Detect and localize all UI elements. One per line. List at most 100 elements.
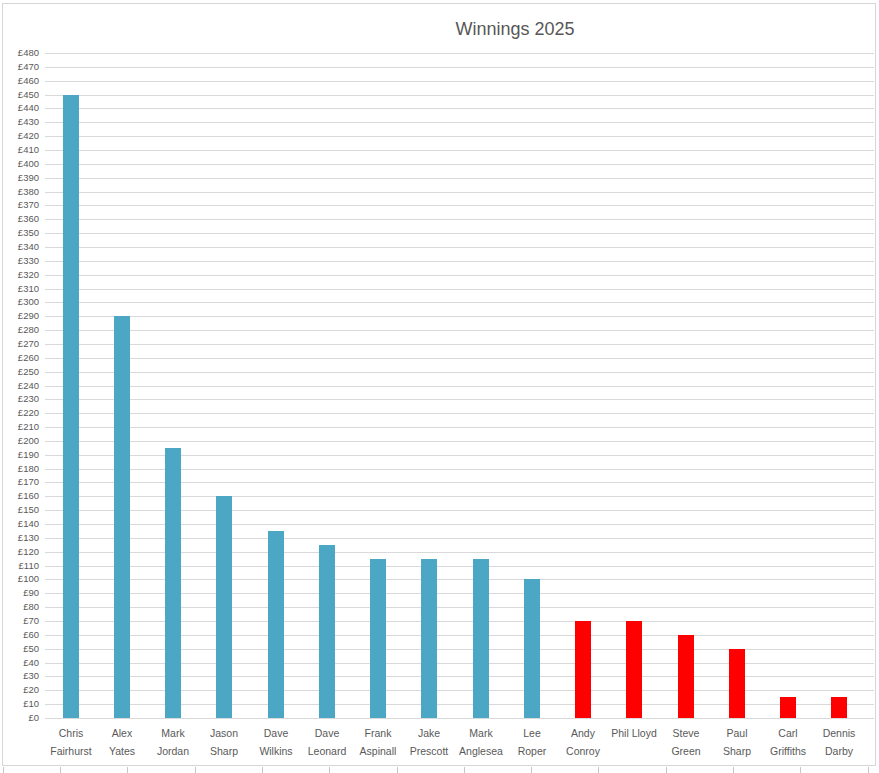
bar-steve-green[interactable] xyxy=(678,635,694,718)
y-tick-label: £20 xyxy=(3,684,39,696)
y-tick-label: £410 xyxy=(3,144,39,156)
bar-jake-prescott[interactable] xyxy=(421,559,437,718)
worksheet-column-tick xyxy=(800,767,801,773)
y-tick-label: £80 xyxy=(3,601,39,613)
y-tick-label: £190 xyxy=(3,449,39,461)
y-tick-label: £120 xyxy=(3,546,39,558)
bar-paul-sharp[interactable] xyxy=(729,649,745,718)
x-axis-label: Jason Sharp xyxy=(194,725,254,760)
y-tick-label: £290 xyxy=(3,310,39,322)
y-tick-label: £230 xyxy=(3,393,39,405)
gridline xyxy=(45,330,874,331)
worksheet-column-tick xyxy=(3,767,4,773)
bar-mark-anglesea[interactable] xyxy=(473,559,489,718)
bar-lee-roper[interactable] xyxy=(524,579,540,718)
gridline xyxy=(45,372,874,373)
y-tick-label: £310 xyxy=(3,283,39,295)
bar-dennis-darby[interactable] xyxy=(831,697,847,718)
y-tick-label: £100 xyxy=(3,573,39,585)
y-tick-label: £460 xyxy=(3,75,39,87)
gridline xyxy=(45,136,874,137)
gridline xyxy=(45,316,874,317)
y-tick-label: £150 xyxy=(3,504,39,516)
y-tick-label: £60 xyxy=(3,629,39,641)
gridline xyxy=(45,150,874,151)
winnings-chart[interactable]: Winnings 2025 £0£10£20£30£40£50£60£70£80… xyxy=(2,3,876,766)
gridline xyxy=(45,178,874,179)
y-tick-label: £220 xyxy=(3,407,39,419)
y-tick-label: £330 xyxy=(3,255,39,267)
bar-carl-griffiths[interactable] xyxy=(780,697,796,718)
y-tick-label: £260 xyxy=(3,352,39,364)
y-tick-label: £40 xyxy=(3,657,39,669)
y-tick-label: £430 xyxy=(3,116,39,128)
y-tick-label: £10 xyxy=(3,698,39,710)
gridline xyxy=(45,386,874,387)
gridline xyxy=(45,413,874,414)
y-tick-label: £320 xyxy=(3,269,39,281)
gridline xyxy=(45,718,874,719)
gridline xyxy=(45,275,874,276)
bar-jason-sharp[interactable] xyxy=(216,496,232,718)
y-tick-label: £160 xyxy=(3,490,39,502)
y-tick-label: £240 xyxy=(3,380,39,392)
gridline xyxy=(45,192,874,193)
y-tick-label: £300 xyxy=(3,296,39,308)
worksheet-column-tick xyxy=(598,767,599,773)
y-tick-label: £450 xyxy=(3,89,39,101)
bar-phil-lloyd[interactable] xyxy=(626,621,642,718)
gridline xyxy=(45,441,874,442)
y-tick-label: £470 xyxy=(3,61,39,73)
bar-dave-leonard[interactable] xyxy=(319,545,335,718)
y-tick-label: £170 xyxy=(3,476,39,488)
worksheet-column-tick xyxy=(127,767,128,773)
gridline xyxy=(45,122,874,123)
worksheet-column-tick xyxy=(262,767,263,773)
gridline xyxy=(45,399,874,400)
gridline xyxy=(45,233,874,234)
bar-mark-jordan[interactable] xyxy=(165,448,181,718)
y-tick-label: £130 xyxy=(3,532,39,544)
bar-chris-fairhurst[interactable] xyxy=(63,95,79,718)
y-tick-label: £30 xyxy=(3,670,39,682)
y-tick-label: £250 xyxy=(3,366,39,378)
worksheet-column-tick xyxy=(60,767,61,773)
gridline xyxy=(45,289,874,290)
x-axis-label: Dennis Darby xyxy=(809,725,869,760)
gridline xyxy=(45,358,874,359)
y-tick-label: £390 xyxy=(3,172,39,184)
gridline xyxy=(45,205,874,206)
worksheet-column-tick xyxy=(397,767,398,773)
gridline xyxy=(45,108,874,109)
gridline xyxy=(45,164,874,165)
chart-title: Winnings 2025 xyxy=(155,19,875,43)
gridline xyxy=(45,344,874,345)
worksheet-column-tick xyxy=(329,767,330,773)
worksheet-column-tick xyxy=(666,767,667,773)
y-tick-label: £420 xyxy=(3,130,39,142)
worksheet-column-tick xyxy=(195,767,196,773)
worksheet-column-tick xyxy=(531,767,532,773)
y-tick-label: £360 xyxy=(3,213,39,225)
bar-andy-conroy[interactable] xyxy=(575,621,591,718)
y-tick-label: £70 xyxy=(3,615,39,627)
gridline xyxy=(45,261,874,262)
worksheet-column-tick xyxy=(733,767,734,773)
y-tick-label: £110 xyxy=(3,560,39,572)
y-tick-label: £0 xyxy=(3,712,39,724)
y-tick-label: £140 xyxy=(3,518,39,530)
worksheet-column-tick xyxy=(868,767,869,773)
gridline xyxy=(45,95,874,96)
gridline xyxy=(45,219,874,220)
y-tick-label: £480 xyxy=(3,47,39,59)
gridline xyxy=(45,247,874,248)
bar-frank-aspinall[interactable] xyxy=(370,559,386,718)
bar-alex-yates[interactable] xyxy=(114,316,130,718)
y-tick-label: £180 xyxy=(3,463,39,475)
y-tick-label: £370 xyxy=(3,199,39,211)
x-axis-label: Jake Prescott xyxy=(399,725,459,760)
y-tick-label: £400 xyxy=(3,158,39,170)
gridline xyxy=(45,81,874,82)
bar-dave-wilkins[interactable] xyxy=(268,531,284,718)
y-tick-label: £340 xyxy=(3,241,39,253)
